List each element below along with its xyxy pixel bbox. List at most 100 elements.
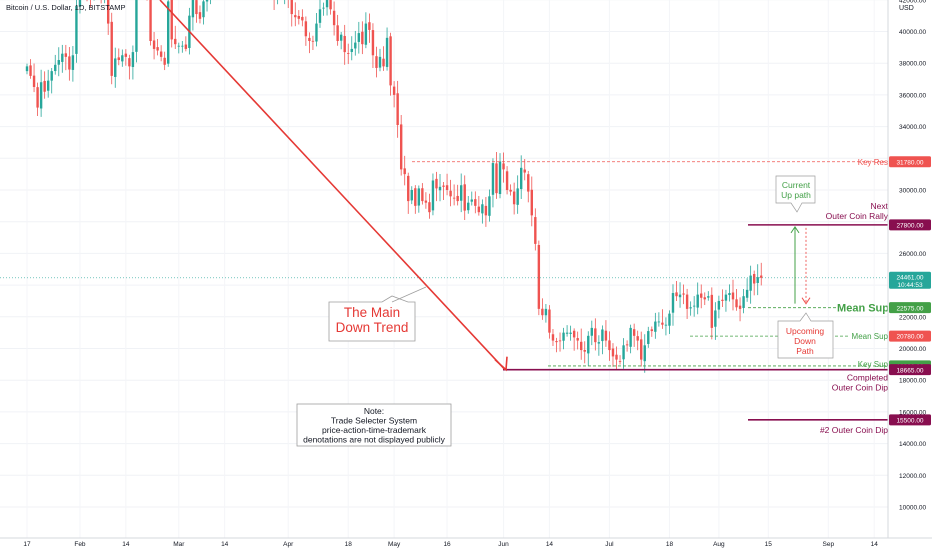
- candle-body: [124, 53, 128, 57]
- candle-body: [710, 294, 714, 328]
- candle-body: [181, 45, 184, 47]
- candle-body: [654, 321, 657, 332]
- candle-body: [449, 190, 452, 197]
- candle-body: [110, 21, 113, 76]
- candle-body: [685, 294, 689, 309]
- candle-body: [163, 57, 166, 65]
- candle-body: [470, 199, 473, 202]
- current-price-tag: [889, 271, 931, 289]
- candle-body: [498, 161, 502, 195]
- candle-body: [414, 188, 417, 206]
- candle-body: [632, 329, 636, 336]
- price-tick-label: 26000.00: [899, 251, 926, 258]
- price-tick-label: 10000.00: [899, 505, 926, 512]
- candle-body: [572, 330, 576, 338]
- candle-body: [742, 296, 745, 309]
- candle-body: [135, 0, 138, 52]
- mean-sup-main-tag-text: 22575.00: [896, 305, 923, 312]
- candle-body: [488, 196, 491, 216]
- candle-body: [544, 308, 548, 316]
- candle-body: [156, 47, 159, 51]
- completed-dip-tag-text: 18665.00: [896, 367, 923, 374]
- candle-body: [724, 294, 728, 301]
- candle-body: [121, 55, 124, 62]
- annotations: Current Up path Upcoming Down Path The Main Do…: [159, 0, 834, 447]
- candle-body: [39, 82, 43, 109]
- candle-body: [527, 174, 530, 192]
- candle-body: [424, 200, 428, 203]
- candle-body: [696, 294, 699, 308]
- candle-body: [407, 175, 410, 202]
- candle-body: [54, 64, 57, 72]
- candle-body: [530, 189, 533, 216]
- candle-body: [594, 328, 597, 343]
- time-tick-label: 18: [666, 541, 674, 548]
- candle-body: [364, 23, 368, 45]
- candle-body: [495, 163, 498, 194]
- candle-body: [32, 75, 36, 87]
- candle-body: [611, 348, 615, 357]
- time-tick-label: Apr: [283, 541, 294, 548]
- candle-body: [622, 345, 625, 360]
- completed-dip-tag: [889, 364, 931, 376]
- candle-body: [339, 34, 343, 41]
- candle-body: [357, 33, 361, 42]
- time-axis[interactable]: 17 Feb 14 Mar 14 Apr 18 May 16 Jun 14 Jul 18 Aug 15 Sep…: [0, 537, 932, 548]
- candle-body: [721, 299, 724, 301]
- key-res-label: Key Res: [858, 158, 888, 167]
- candle-body: [548, 309, 551, 333]
- time-tick-label: 16: [443, 541, 451, 548]
- time-tick-label: 18: [345, 541, 353, 548]
- candle-body: [417, 188, 421, 206]
- candle-body: [159, 51, 163, 57]
- key-res-tag: [889, 156, 931, 168]
- candle-body: [445, 185, 449, 190]
- time-tick-label: Aug: [713, 541, 725, 548]
- main-down-trend-line: [159, 0, 506, 371]
- candle-body: [541, 308, 544, 316]
- candle-body: [601, 329, 604, 342]
- time-tick-label: 14: [871, 541, 879, 548]
- candle-body: [636, 336, 639, 341]
- candle-body: [421, 188, 424, 202]
- next-rally-tag: [889, 219, 931, 231]
- time-tick-label: 14: [546, 541, 554, 548]
- candle-body: [78, 0, 82, 7]
- time-tick-label: Jun: [498, 541, 509, 548]
- candle-body: [456, 195, 459, 202]
- candle-body: [625, 344, 629, 346]
- price-axis[interactable]: 10000.00 12000.00 14000.00 16000.00 18000.00…: [887, 0, 932, 550]
- candle-body: [396, 93, 399, 126]
- candle-body: [202, 1, 205, 18]
- candle-body: [678, 294, 682, 298]
- candle-body: [520, 167, 523, 190]
- candle-body: [597, 342, 601, 344]
- price-tick-label: 14000.00: [899, 441, 926, 448]
- candle-body: [474, 199, 477, 206]
- time-tick-label: Feb: [74, 541, 86, 548]
- candle-body: [512, 191, 516, 205]
- time-tick-label: 14: [221, 541, 229, 548]
- candle-body: [682, 293, 685, 295]
- time-tick-label: Sep: [823, 541, 835, 548]
- candle-body: [569, 332, 572, 334]
- candle-body: [692, 305, 696, 307]
- price-tick-label: 30000.00: [899, 188, 926, 195]
- candle-body: [590, 327, 593, 336]
- candle-body: [735, 299, 738, 308]
- candle-body: [643, 345, 646, 362]
- grid: [0, 0, 888, 538]
- candle-body: [618, 361, 622, 362]
- candle-body: [438, 186, 442, 191]
- candle-body: [640, 339, 643, 360]
- candle-body: [43, 80, 46, 92]
- candle-body: [671, 293, 675, 313]
- candle-body: [675, 292, 678, 297]
- candle-body: [516, 188, 519, 205]
- candle-body: [442, 185, 445, 187]
- candle-body: [477, 206, 481, 213]
- candle-body: [647, 331, 650, 344]
- up-path-text: Current Up path: [781, 180, 811, 200]
